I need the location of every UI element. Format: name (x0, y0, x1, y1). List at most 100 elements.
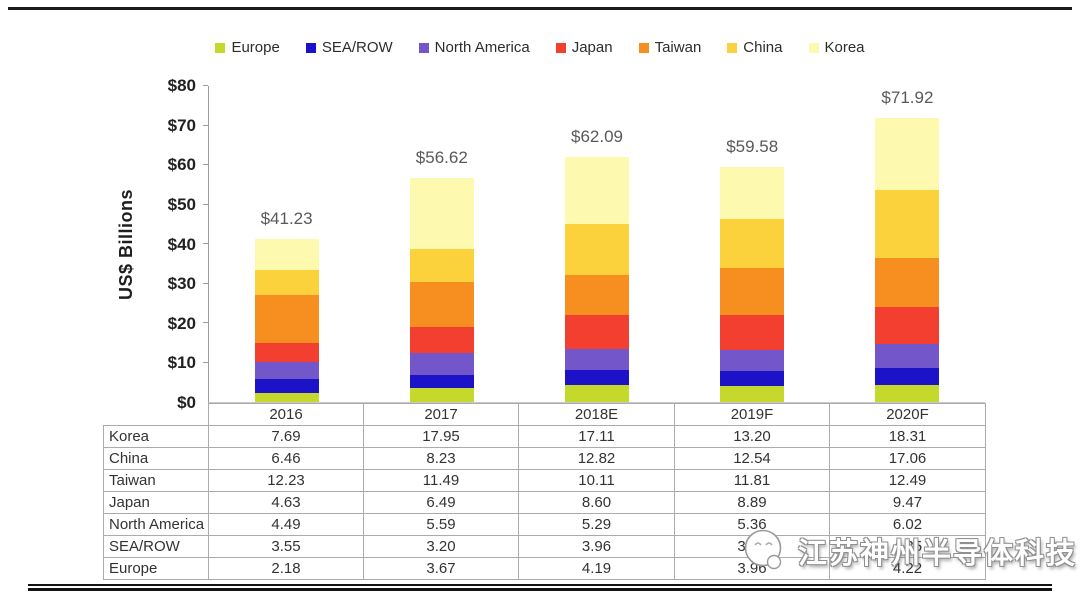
table-value-cell: 6.46 (208, 447, 364, 470)
table-row-label: Taiwan (103, 469, 209, 492)
y-tick-label: $40 (167, 234, 196, 254)
table-value-cell: 11.81 (674, 469, 830, 492)
y-tick-label: $50 (167, 194, 196, 214)
bar-segment-taiwan (720, 268, 785, 315)
table-value-cell: 3.82 (674, 535, 830, 558)
x-axis-category-label: 2016 (208, 403, 364, 426)
table-row: Korea 7.69 17.95 17.11 13.20 18.31 (103, 425, 986, 448)
legend-item: SEA/ROW (305, 39, 393, 56)
y-tick-mark (203, 282, 208, 284)
top-divider (8, 7, 1072, 10)
y-tick-label: $70 (167, 115, 196, 135)
bar-segment-europe (875, 385, 940, 402)
table-value-cell: 12.82 (518, 447, 675, 470)
bar-segment-sea-row (565, 369, 629, 386)
bar-segment-korea (254, 239, 319, 270)
y-tick-label: $10 (167, 353, 196, 373)
y-axis-tick-labels: $0 $10 $20 $30 $40 $50 $60 $70 $80 (128, 76, 200, 412)
y-tick-label: $30 (167, 274, 196, 294)
table-value-cell: 8.23 (363, 447, 519, 470)
y-tick-mark (203, 322, 208, 323)
table-value-cell: 3.20 (363, 535, 519, 558)
data-table: 2016 2017 2018E 2019F 2020F Korea 7.69 17.95 17.… (103, 403, 986, 580)
bar-stack (875, 117, 940, 402)
x-axis-category-label: 2019F (674, 403, 830, 426)
data-table-body: 2016 2017 2018E 2019F 2020F Korea 7.69 17.95 17.… (103, 403, 986, 580)
table-header-row: 2016 2017 2018E 2019F 2020F (104, 403, 986, 426)
legend-item: Taiwan (638, 39, 701, 56)
table-row: Europe 2.18 3.67 4.19 3.96 4.22 (103, 557, 986, 580)
bar-total-label: $62.09 (571, 126, 623, 146)
table-value-cell: 12.49 (829, 469, 986, 492)
legend: Europe SEA/ROW North America Japan Taiwan Chi… (0, 39, 1080, 56)
bar-segment-china (720, 218, 785, 269)
table-value-cell: 3.67 (363, 557, 519, 580)
table-value-cell: 12.54 (674, 447, 830, 470)
bar-segment-north-america (409, 352, 474, 375)
bar-segment-north-america (565, 348, 629, 370)
bar-segment-taiwan (409, 281, 474, 328)
legend-item: Europe (215, 39, 280, 56)
bar-segment-europe (565, 385, 629, 402)
table-row: SEA/ROW 3.55 3.20 3.96 3.82 4.35 (103, 535, 986, 558)
plot-area: $41.23 $56.62 $62.09 $59.58 $71.92 (203, 85, 985, 403)
bar-segment-taiwan (875, 257, 940, 307)
bar-segment-korea (875, 117, 940, 191)
legend-swatch-icon (418, 42, 429, 53)
bar-segment-north-america (254, 361, 319, 380)
bar-segment-japan (409, 327, 474, 353)
bar-column: $62.09 (519, 86, 674, 402)
y-tick-label: $0 (177, 393, 196, 412)
bottom-divider (28, 584, 1052, 591)
bar-segment-china (254, 269, 319, 296)
table-value-cell: 6.02 (829, 513, 986, 536)
y-tick-mark (203, 203, 208, 205)
legend-item: North America (418, 39, 530, 56)
bar-stack (254, 239, 319, 402)
x-axis-category-label: 2020F (829, 403, 986, 426)
bar-segment-sea-row (720, 371, 785, 387)
table-row-label: SEA/ROW (103, 535, 209, 558)
table-value-cell: 2.18 (208, 557, 364, 580)
table-value-cell: 4.63 (208, 491, 364, 514)
bar-total-label: $56.62 (415, 148, 468, 168)
y-tick-label: $80 (167, 76, 196, 95)
bar-segment-korea (565, 156, 629, 225)
table-value-cell: 3.96 (518, 535, 675, 558)
x-axis-category-label: 2018E (518, 403, 675, 426)
table-value-cell: 7.69 (208, 425, 364, 448)
bar-stack (409, 178, 474, 402)
table-value-cell: 10.11 (518, 469, 675, 492)
legend-swatch-icon (305, 42, 316, 53)
bar-segment-sea-row (409, 374, 474, 388)
bar-segment-china (565, 224, 629, 276)
table-row-label: Japan (103, 491, 209, 514)
table-value-cell: 5.36 (674, 513, 830, 536)
table-value-cell: 8.89 (674, 491, 830, 514)
legend-item: Korea (808, 39, 865, 56)
y-tick-label: $60 (167, 155, 196, 175)
bar-segment-korea (720, 166, 785, 219)
bar-segment-china (409, 249, 474, 282)
bar-column: $59.58 (675, 86, 830, 402)
bar-total-label: $59.58 (726, 136, 779, 156)
table-value-cell: 4.22 (829, 557, 986, 580)
bar-stack (565, 156, 629, 402)
table-value-cell: 13.20 (674, 425, 830, 448)
table-value-cell: 17.11 (518, 425, 675, 448)
bar-segment-japan (875, 307, 940, 345)
y-tick-mark (203, 124, 208, 126)
bar-segment-north-america (875, 344, 940, 369)
table-value-cell: 4.35 (829, 535, 986, 558)
bar-total-label: $71.92 (881, 87, 934, 107)
bar-segment-japan (720, 315, 785, 351)
table-row-label: Korea (103, 425, 209, 448)
table-value-cell: 17.95 (363, 425, 519, 448)
table-value-cell: 12.23 (208, 469, 364, 492)
legend-item-label: SEA/ROW (321, 39, 393, 56)
y-tick-label: $20 (167, 313, 196, 333)
y-tick-mark (203, 361, 208, 363)
legend-swatch-icon (808, 42, 819, 53)
bar-total-label: $41.23 (260, 209, 313, 229)
